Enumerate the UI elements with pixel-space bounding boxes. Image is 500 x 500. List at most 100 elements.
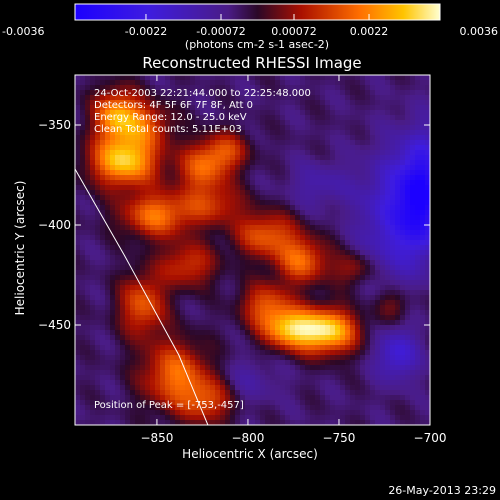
heatmap-cell — [315, 170, 321, 176]
heatmap-cell — [320, 320, 326, 326]
heatmap-cell — [295, 195, 301, 201]
heatmap-cell — [395, 185, 401, 191]
heatmap-cell — [320, 265, 326, 271]
heatmap-cell — [390, 145, 396, 151]
heatmap-cell — [160, 170, 166, 176]
heatmap-cell — [290, 235, 296, 241]
heatmap-cell — [295, 315, 301, 321]
heatmap-cell — [225, 220, 231, 226]
heatmap-cell — [105, 170, 111, 176]
heatmap-cell — [85, 110, 91, 116]
heatmap-cell — [285, 110, 291, 116]
heatmap-cell — [280, 320, 286, 326]
heatmap-cell — [110, 240, 116, 246]
heatmap-cell — [150, 135, 156, 141]
heatmap-cell — [380, 170, 386, 176]
heatmap-cell — [135, 420, 141, 425]
heatmap-cell — [100, 130, 106, 136]
heatmap-cell — [225, 350, 231, 356]
heatmap-cell — [185, 235, 191, 241]
heatmap-cell — [205, 390, 211, 396]
heatmap-cell — [100, 145, 106, 151]
heatmap-cell — [80, 220, 86, 226]
heatmap-cell — [375, 175, 381, 181]
heatmap-cell — [85, 270, 91, 276]
heatmap-cell — [275, 120, 281, 126]
heatmap-cell — [350, 210, 356, 216]
heatmap-cell — [200, 260, 206, 266]
heatmap-cell — [75, 165, 81, 171]
heatmap-cell — [140, 335, 146, 341]
heatmap-cell — [240, 305, 246, 311]
heatmap-cell — [405, 125, 411, 131]
heatmap-cell — [415, 235, 421, 241]
heatmap-cell — [290, 75, 296, 81]
heatmap-cell — [325, 155, 331, 161]
heatmap-cell — [410, 140, 416, 146]
heatmap-cell — [175, 360, 181, 366]
heatmap-cell — [390, 180, 396, 186]
heatmap-cell — [400, 115, 406, 121]
heatmap-cell — [425, 220, 430, 226]
heatmap-cell — [185, 180, 191, 186]
heatmap-cell — [245, 400, 251, 406]
heatmap-cell — [185, 190, 191, 196]
heatmap-cell — [105, 160, 111, 166]
heatmap-cell — [150, 125, 156, 131]
heatmap-cell — [345, 275, 351, 281]
heatmap-cell — [220, 145, 226, 151]
heatmap-cell — [305, 315, 311, 321]
heatmap-cell — [175, 145, 181, 151]
heatmap-cell — [180, 335, 186, 341]
heatmap-cell — [390, 235, 396, 241]
heatmap-cell — [95, 215, 101, 221]
heatmap-cell — [290, 330, 296, 336]
x-tick-label: −800 — [231, 431, 264, 445]
heatmap-cell — [365, 205, 371, 211]
heatmap-cell — [140, 115, 146, 121]
heatmap-cell — [410, 85, 416, 91]
heatmap-cell — [255, 415, 261, 421]
heatmap-cell — [375, 370, 381, 376]
heatmap-cell — [135, 345, 141, 351]
heatmap-cell — [255, 245, 261, 251]
heatmap-cell — [325, 105, 331, 111]
heatmap-cell — [345, 160, 351, 166]
heatmap-cell — [90, 210, 96, 216]
heatmap-cell — [150, 380, 156, 386]
heatmap-cell — [100, 305, 106, 311]
heatmap-cell — [150, 200, 156, 206]
heatmap-cell — [90, 200, 96, 206]
heatmap-cell — [265, 130, 271, 136]
heatmap-cell — [265, 315, 271, 321]
heatmap-cell — [345, 130, 351, 136]
heatmap-cell — [280, 150, 286, 156]
colorbar-tick-label: -0.0036 — [2, 25, 44, 38]
heatmap-cell — [285, 85, 291, 91]
heatmap-cell — [325, 235, 331, 241]
heatmap-cell — [410, 180, 416, 186]
heatmap-cell — [360, 235, 366, 241]
heatmap-cell — [135, 200, 141, 206]
heatmap-cell — [110, 265, 116, 271]
heatmap-cell — [400, 335, 406, 341]
heatmap-cell — [340, 305, 346, 311]
heatmap-cell — [280, 190, 286, 196]
heatmap-cell — [335, 195, 341, 201]
heatmap-cell — [155, 215, 161, 221]
heatmap-cell — [200, 315, 206, 321]
heatmap-cell — [425, 260, 430, 266]
heatmap-cell — [150, 400, 156, 406]
heatmap-cell — [215, 160, 221, 166]
heatmap-cell — [420, 270, 426, 276]
heatmap-cell — [365, 130, 371, 136]
heatmap-cell — [330, 140, 336, 146]
heatmap-cell — [320, 170, 326, 176]
heatmap-cell — [85, 305, 91, 311]
heatmap-cell — [325, 340, 331, 346]
heatmap-cell — [155, 295, 161, 301]
heatmap-cell — [110, 225, 116, 231]
heatmap-cell — [110, 315, 116, 321]
heatmap-cell — [140, 365, 146, 371]
heatmap-cell — [320, 195, 326, 201]
